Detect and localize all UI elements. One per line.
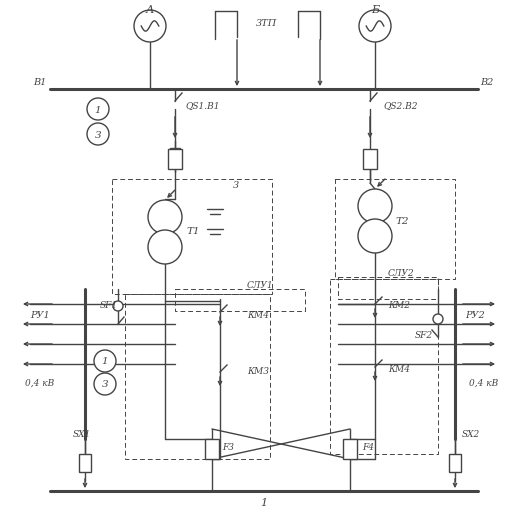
Bar	[363, 150, 377, 169]
Text: QS1.В1: QS1.В1	[185, 101, 220, 110]
Text: РУ1: РУ1	[30, 310, 50, 319]
Circle shape	[433, 315, 443, 324]
Bar	[170, 148, 180, 166]
Text: А: А	[146, 5, 154, 15]
Text: SX1: SX1	[73, 430, 91, 439]
Bar	[79, 454, 91, 472]
Text: SX2: SX2	[462, 430, 480, 439]
Bar	[343, 439, 357, 459]
Circle shape	[113, 301, 123, 312]
Text: 1: 1	[102, 357, 108, 366]
Text: 3ТП: 3ТП	[256, 18, 278, 27]
Bar	[112, 180, 272, 294]
Text: T2: T2	[396, 216, 409, 225]
Text: T1: T1	[187, 227, 200, 236]
Text: СЛУ1: СЛУ1	[247, 281, 274, 290]
Bar	[330, 279, 438, 454]
Text: 3: 3	[233, 180, 239, 189]
Circle shape	[134, 11, 166, 43]
Text: 1: 1	[94, 105, 101, 115]
Text: 0,4 кВ: 0,4 кВ	[469, 378, 498, 387]
Bar	[175, 290, 305, 312]
Bar	[168, 150, 182, 169]
Text: КМ4: КМ4	[247, 310, 269, 319]
Bar	[125, 294, 270, 459]
Text: КМ3: КМ3	[247, 367, 269, 376]
Text: КМ4: КМ4	[388, 365, 410, 374]
Circle shape	[148, 231, 182, 265]
Text: В2: В2	[480, 78, 494, 87]
Text: F4: F4	[362, 443, 374, 451]
Text: QS2.В2: QS2.В2	[383, 101, 417, 110]
Bar	[338, 277, 438, 299]
Bar	[449, 454, 461, 472]
Text: КМ2: КМ2	[388, 300, 410, 309]
Text: В1: В1	[34, 78, 47, 87]
Bar	[205, 439, 219, 459]
Circle shape	[87, 99, 109, 121]
Circle shape	[358, 190, 392, 223]
Circle shape	[359, 11, 391, 43]
Text: СЛУ2: СЛУ2	[388, 269, 415, 278]
Circle shape	[87, 124, 109, 146]
Text: 3: 3	[94, 130, 101, 139]
Text: 1: 1	[261, 497, 268, 507]
Text: 0,4 кВ: 0,4 кВ	[25, 378, 54, 387]
Text: F3: F3	[222, 443, 234, 451]
Text: SF2: SF2	[415, 330, 433, 339]
Text: 3: 3	[102, 380, 108, 389]
Text: SF1: SF1	[100, 300, 118, 309]
Text: Б: Б	[371, 5, 379, 15]
Circle shape	[148, 201, 182, 235]
Bar	[335, 180, 455, 279]
Circle shape	[94, 350, 116, 372]
Text: РУ2: РУ2	[465, 310, 485, 319]
Circle shape	[94, 373, 116, 395]
Circle shape	[358, 219, 392, 253]
